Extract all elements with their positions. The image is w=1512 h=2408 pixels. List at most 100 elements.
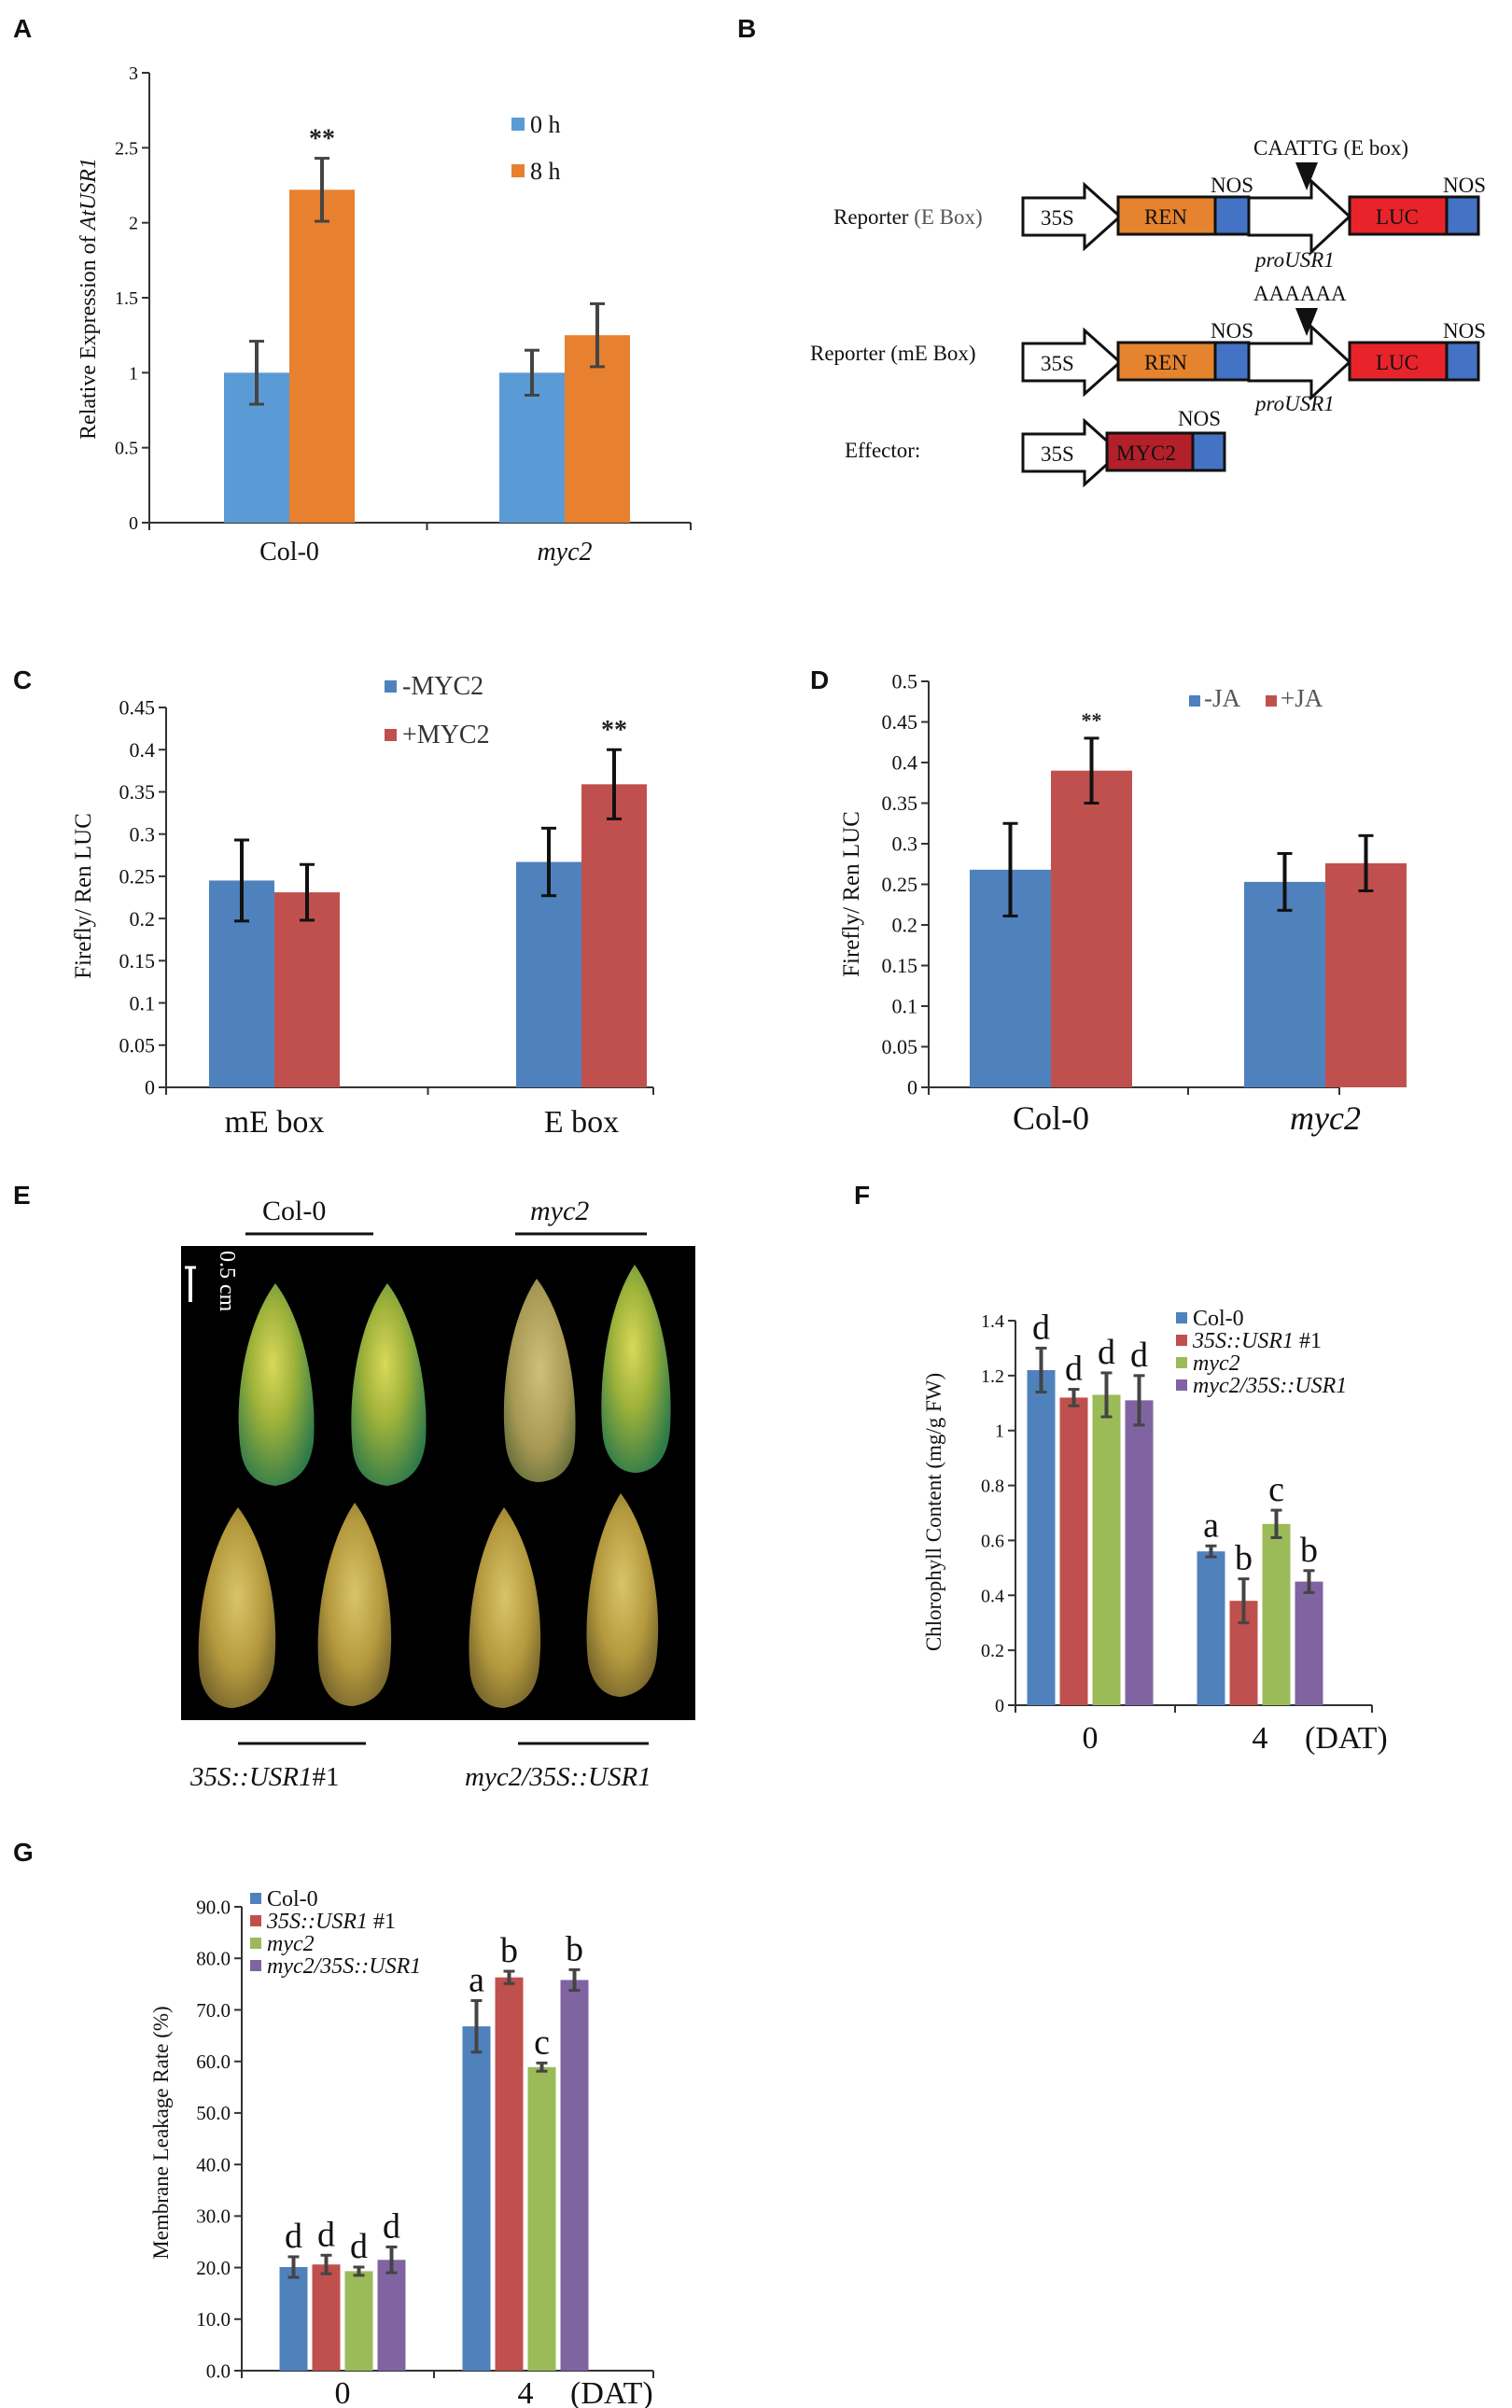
bar-D-1-1: [1325, 862, 1407, 1087]
significance-letter: d: [1032, 1308, 1050, 1347]
y-tick-label: 80.0: [196, 1948, 231, 1970]
y-tick-label: 0.45: [119, 696, 156, 720]
y-tick-label: 0.35: [882, 791, 918, 815]
leaf-col0-2: [351, 1283, 427, 1486]
nos-label: NOS: [1211, 174, 1253, 197]
bar-G-0-2: [344, 2271, 373, 2371]
luc-label: LUC: [1376, 205, 1419, 229]
legend-swatch: [511, 164, 525, 177]
nos-box: [1445, 195, 1480, 236]
category-label: 0: [335, 2376, 351, 2408]
y-axis-label: Firefly/ Ren LUC: [71, 813, 96, 979]
chart-g: 0.0 10.0 20.0 30.0 40.0 50.0 60.0 70.0 80.0 90.0 d…: [149, 1887, 654, 2408]
ren-label: REN: [1144, 351, 1187, 374]
bar-C-0-1: [274, 892, 340, 1087]
category-label: 0: [1083, 1721, 1099, 1756]
legend-swatch: [385, 729, 397, 741]
x-unit-label: (DAT): [1305, 1721, 1388, 1756]
leaf-35s-usr1-2: [317, 1503, 392, 1706]
category-label: 4: [1253, 1721, 1268, 1756]
y-tick-label: 2: [129, 214, 138, 234]
leaf-col0-1: [238, 1283, 315, 1486]
y-tick-label: 0: [907, 1076, 917, 1099]
legend-label: Col-0: [267, 1887, 318, 1911]
y-tick-label: 0.5: [892, 670, 918, 693]
legend-label: 0 h: [530, 111, 561, 138]
y-tick-label: 0.1: [130, 991, 156, 1015]
category-label: mE box: [225, 1105, 325, 1140]
y-tick-label: 0.2: [130, 907, 156, 931]
bar-G-0-1: [312, 2264, 341, 2371]
pro-usr1-label: proUSR1: [1253, 392, 1335, 415]
category-label: 4: [518, 2376, 534, 2408]
nos-label: NOS: [1178, 407, 1221, 430]
panel-letter-e: E: [13, 1181, 31, 1210]
y-tick-label: 0.3: [892, 833, 918, 856]
y-tick-label: 0.3: [130, 822, 156, 846]
reporter-e-label: Reporter (E Box): [833, 205, 983, 229]
significance-letter: a: [469, 1961, 484, 2000]
y-tick-label: 0.25: [882, 873, 918, 896]
y-tick-label: 0.25: [119, 865, 156, 889]
y-tick-label: 60.0: [196, 2051, 231, 2073]
y-tick-label: 2.5: [115, 138, 138, 159]
y-tick-label: 0.5: [115, 439, 138, 459]
significance-letter: c: [534, 2023, 550, 2062]
promoter-35s-arrow: [1021, 417, 1123, 488]
significance-letter: d: [317, 2215, 335, 2254]
chart-c: 0 0.05 0.1 0.15 0.2 0.25 0.3 0.35 0.4 0.45 mE box E…: [71, 672, 654, 1140]
y-tick-label: 0.45: [882, 710, 918, 734]
y-axis-label: Chlorophyll Content (mg/g FW): [922, 1373, 945, 1651]
y-tick-label: 70.0: [196, 1999, 231, 2022]
significance-marker: **: [309, 125, 335, 154]
significance-letter: b: [1235, 1539, 1253, 1578]
e-box-marker-icon: [1295, 162, 1318, 190]
myc2-label: MYC2: [1116, 441, 1176, 465]
significance-letter: d: [285, 2217, 302, 2256]
bar-F-1-0: [1197, 1551, 1225, 1705]
y-tick-label: 1.5: [115, 288, 138, 309]
legend-label: 35S::USR1 #1: [1192, 1329, 1322, 1353]
significance-letter: c: [1268, 1470, 1284, 1509]
pro-usr1-arrow: [1247, 323, 1352, 401]
y-tick-label: 0.05: [119, 1033, 156, 1057]
legend-swatch: [250, 1938, 261, 1949]
panel-letter-f: F: [854, 1181, 870, 1210]
myc2-box: [1105, 431, 1195, 472]
promoter-35s-arrow: [1021, 181, 1123, 252]
y-tick-label: 20.0: [196, 2257, 231, 2279]
y-tick-label: 30.0: [196, 2205, 231, 2228]
legend-label: myc2: [1193, 1351, 1240, 1376]
category-label: Col-0: [259, 538, 319, 567]
leaf-myc2-1: [503, 1279, 576, 1482]
luc-label: LUC: [1376, 351, 1419, 374]
chart-a: 0 0.5 1 1.5 2 2.5 3 Col-0 myc2 ** Relative Express…: [77, 63, 692, 567]
nos-label: NOS: [1443, 319, 1486, 343]
promoter-35s-label: 35S: [1041, 442, 1074, 466]
promoter-35s-label: 35S: [1041, 206, 1074, 230]
y-axis-label: Firefly/ Ren LUC: [839, 811, 864, 977]
photo-label-35s-usr1: 35S::USR1#1: [189, 1762, 339, 1792]
legend-swatch: [250, 1893, 261, 1904]
y-tick-label: 0.4: [892, 751, 918, 775]
legend-swatch: [1176, 1335, 1187, 1346]
legend-label: 35S::USR1 #1: [266, 1910, 396, 1934]
bar-F-0-0: [1027, 1369, 1056, 1705]
significance-marker: **: [601, 716, 627, 745]
significance-marker: **: [1082, 708, 1102, 732]
y-tick-label: 0.15: [119, 949, 156, 973]
promoter-35s-label: 35S: [1041, 352, 1074, 375]
bar-C-1-1: [581, 784, 647, 1087]
leaf-myc2-2: [601, 1265, 671, 1473]
ren-label: REN: [1144, 205, 1187, 229]
bar-D-1-0: [1244, 881, 1325, 1087]
leaf-35s-usr1-1: [198, 1507, 276, 1708]
e-box-sequence: CAATTG (E box): [1253, 136, 1408, 160]
panel-letter-g: G: [13, 1838, 34, 1867]
y-tick-label: 0.35: [119, 780, 156, 804]
significance-letter: d: [383, 2206, 400, 2246]
nos-label: NOS: [1443, 174, 1486, 197]
chart-d: 0 0.05 0.1 0.15 0.2 0.25 0.3 0.35 0.4 0.45 0.5 Col-…: [839, 670, 1407, 1137]
significance-letter: a: [1203, 1505, 1219, 1545]
